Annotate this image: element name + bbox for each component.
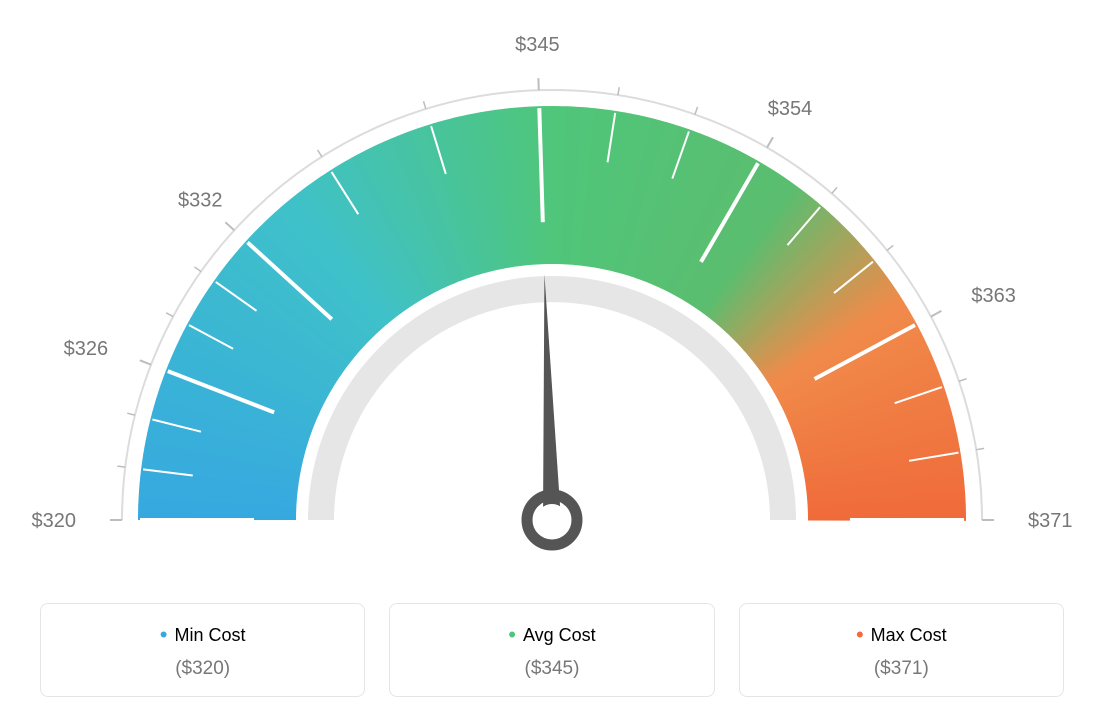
- gauge-outer-minor-tick: [424, 101, 426, 109]
- gauge-outer-minor-tick: [127, 413, 135, 415]
- gauge-chart: $320 $326 $332 $345 $354 $363 $371: [22, 20, 1082, 585]
- gauge-tick-label: $363: [971, 285, 1016, 307]
- gauge-tick-label: $354: [768, 98, 813, 120]
- gauge-outer-tick: [767, 137, 773, 147]
- gauge-outer-minor-tick: [318, 150, 322, 157]
- gauge-tick-label: $332: [178, 189, 223, 211]
- gauge-outer-tick: [931, 311, 942, 317]
- gauge-tick-label: $371: [1028, 510, 1073, 532]
- gauge-outer-minor-tick: [832, 187, 837, 193]
- gauge-tick-label: $320: [32, 510, 77, 532]
- gauge-tick-label: $326: [64, 338, 109, 360]
- legend-value-max: ($371): [750, 658, 1053, 680]
- legend-label-max: Max Cost: [750, 622, 1053, 648]
- gauge-outer-minor-tick: [695, 107, 698, 115]
- gauge-outer-minor-tick: [887, 245, 893, 250]
- legend-value-min: ($320): [51, 658, 354, 680]
- gauge-needle-hub-inner: [536, 504, 568, 536]
- legend-card-max: Max Cost ($371): [739, 603, 1064, 697]
- legend-label-min: Min Cost: [51, 622, 354, 648]
- gauge-outer-tick: [225, 222, 234, 230]
- legend-row: Min Cost ($320) Avg Cost ($345) Max Cost…: [40, 603, 1064, 697]
- gauge-tick-label: $345: [515, 34, 560, 56]
- legend-card-min: Min Cost ($320): [40, 603, 365, 697]
- gauge-outer-minor-tick: [195, 267, 202, 272]
- gauge-outer-minor-tick: [976, 448, 984, 449]
- gauge-outer-tick: [140, 360, 151, 364]
- legend-card-avg: Avg Cost ($345): [389, 603, 714, 697]
- gauge-outer-minor-tick: [166, 313, 173, 317]
- gauge-outer-minor-tick: [959, 379, 967, 382]
- gauge-needle: [543, 274, 561, 520]
- gauge-outer-minor-tick: [117, 466, 125, 467]
- gauge-outer-minor-tick: [618, 87, 619, 95]
- legend-label-avg: Avg Cost: [400, 622, 703, 648]
- legend-value-avg: ($345): [400, 658, 703, 680]
- gauge-svg: $320 $326 $332 $345 $354 $363 $371: [22, 20, 1082, 580]
